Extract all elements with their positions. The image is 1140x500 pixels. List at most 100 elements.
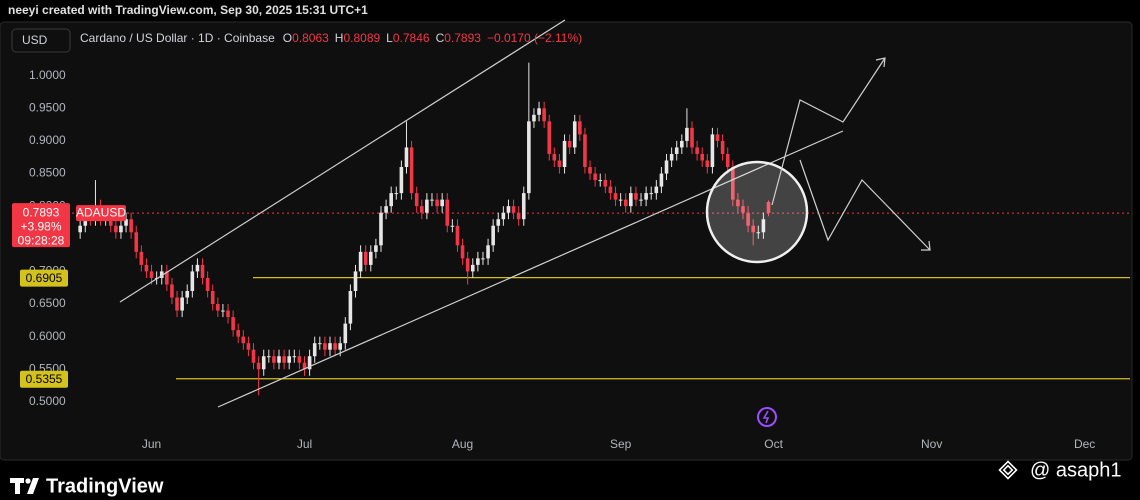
candle-body (323, 343, 327, 350)
ohlc-label: L (386, 31, 393, 45)
candle-body (404, 147, 409, 168)
candle-body (419, 206, 424, 213)
candle-body (465, 258, 470, 272)
level-badge (20, 370, 68, 388)
candle-body (695, 147, 699, 154)
candle-body (481, 258, 485, 260)
ohlc-value: 0.7846 (393, 31, 430, 45)
drawings (119, 19, 931, 408)
price-badge-change: +3.98% (20, 219, 61, 233)
x-tick-label: Oct (764, 437, 783, 451)
candle-body (572, 121, 577, 148)
candle-body (226, 310, 230, 318)
bull-path (771, 57, 886, 206)
candle-body (119, 225, 123, 233)
candle-body (623, 199, 628, 207)
currency-button[interactable] (11, 28, 71, 53)
candle-body (358, 251, 363, 272)
candle-body (261, 356, 266, 370)
x-tick-label: Jul (297, 437, 312, 451)
y-tick-label: 0.6500 (29, 296, 66, 310)
candle-body (134, 232, 139, 252)
candle-body (552, 153, 557, 161)
candle-body (114, 225, 118, 233)
candle-body (450, 225, 455, 227)
candle-body (537, 108, 541, 115)
y-tick-label: 0.8500 (29, 166, 66, 180)
candle-body (251, 349, 256, 363)
candle-body (348, 290, 353, 324)
candle-body (527, 121, 531, 194)
candle-body (445, 199, 450, 226)
candle-body (159, 271, 164, 278)
candle-body (425, 199, 429, 213)
x-tick-label: Jun (142, 437, 161, 451)
x-tick-label: Nov (921, 437, 942, 451)
candle-body (129, 219, 133, 233)
candle-body (613, 193, 618, 200)
candle-body (318, 343, 322, 345)
y-tick-label: 0.5000 (29, 394, 66, 408)
candle-body (659, 173, 664, 187)
x-tick-label: Sep (610, 437, 632, 451)
candle-body (292, 356, 297, 358)
y-tick-label: 0.9000 (29, 133, 66, 147)
candle-body (312, 343, 317, 357)
candle-body (277, 356, 281, 363)
candle-body (389, 193, 393, 207)
brand-logo (10, 478, 39, 494)
symbol-badge-label: ADAUSD (76, 205, 126, 219)
candle-body (674, 147, 679, 154)
level-badge-label: 0.5355 (26, 372, 63, 386)
candle-body (267, 356, 271, 358)
candle-body (368, 251, 373, 265)
bear-path (799, 159, 931, 251)
price-badge-value: 0.7893 (23, 205, 60, 219)
symbol-legend: Cardano / US Dollar · 1D · Coinbase O0.80… (80, 31, 582, 45)
candle-body (700, 153, 705, 161)
candle-body (175, 297, 179, 311)
replay-icon (757, 407, 777, 427)
ohlc-label: O (283, 31, 292, 45)
candle-body (165, 271, 169, 285)
candle-body (746, 212, 750, 226)
candle-body (756, 232, 761, 234)
candle-body (333, 343, 337, 350)
plot: 0.50000.55000.60000.65000.70000.75000.80… (12, 62, 1130, 451)
candle-body (221, 310, 225, 312)
candle-body (766, 202, 771, 214)
candle-body (200, 264, 205, 278)
candle-body (78, 225, 82, 233)
candle-body (603, 180, 608, 187)
candle-body (608, 186, 613, 194)
level-badge (20, 269, 68, 287)
candle-body (751, 225, 755, 233)
candle-body (435, 199, 439, 207)
y-tick-label: 0.6000 (29, 329, 66, 343)
candle-body (731, 167, 735, 200)
candle-body (246, 343, 251, 350)
candle-body (170, 284, 174, 298)
currency-label[interactable]: USD (22, 33, 48, 47)
candle-body (144, 264, 149, 272)
candle-body (542, 108, 546, 122)
candle-body (736, 199, 740, 207)
x-tick-label: Aug (452, 437, 473, 451)
channel-upper (119, 19, 566, 303)
candle-body (216, 304, 220, 311)
candle-body (460, 245, 465, 259)
candle-body (557, 160, 562, 168)
candle-body (476, 258, 480, 265)
candle-body (598, 180, 603, 182)
candle-body (307, 356, 312, 370)
candle-body (363, 251, 368, 265)
candle-body (236, 330, 241, 337)
candle-body (593, 173, 597, 181)
candle-body (664, 160, 669, 174)
candle-body (715, 134, 720, 141)
ohlc-value: 0.7893 (444, 31, 481, 45)
candle-body (506, 206, 511, 213)
price-badge-countdown: 09:28:28 (18, 233, 65, 247)
candle-body (583, 134, 587, 168)
candle-body (231, 317, 235, 331)
